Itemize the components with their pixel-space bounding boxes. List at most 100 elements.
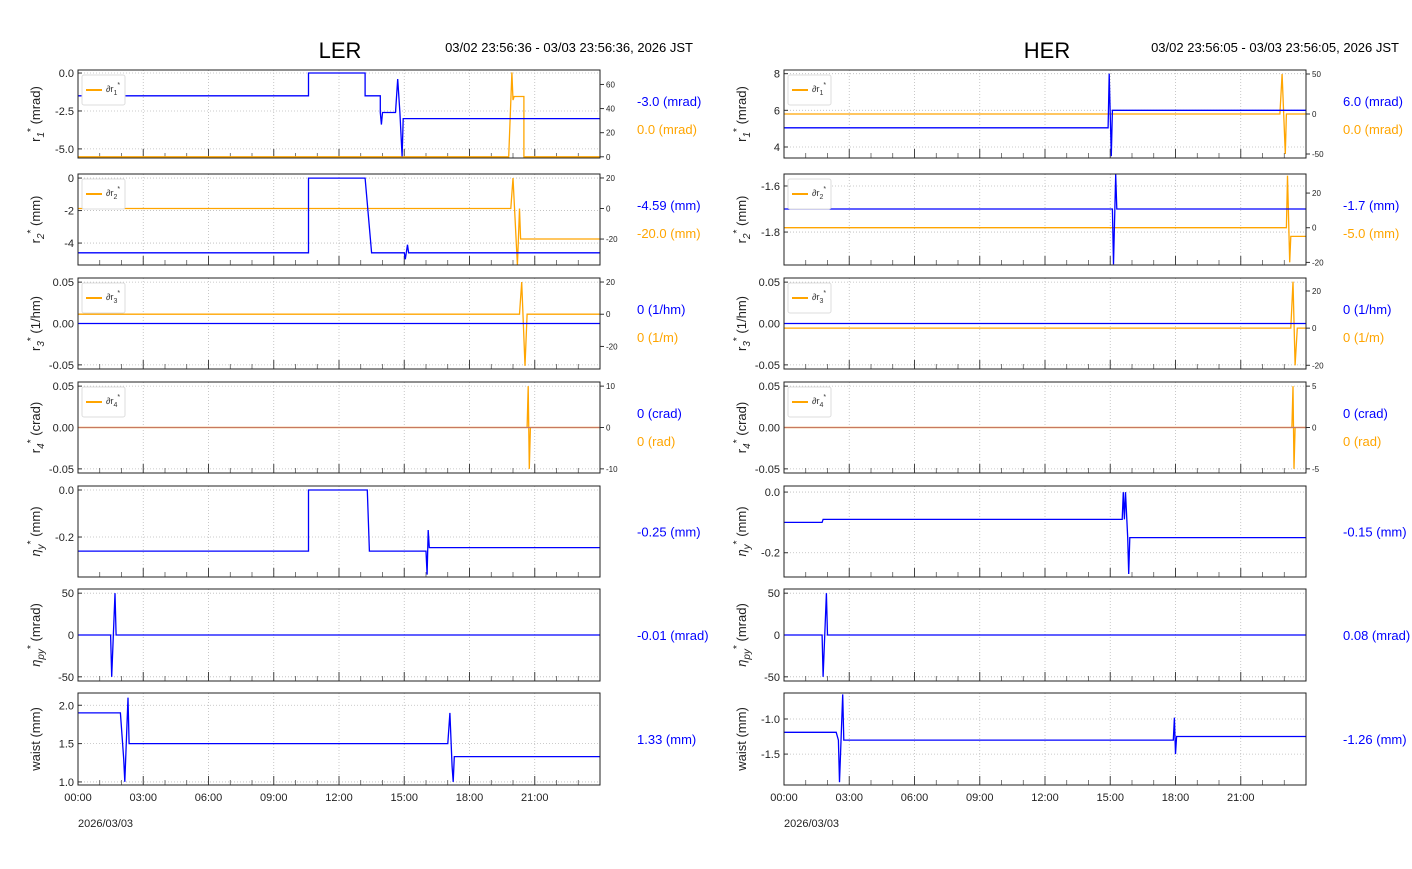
legend-star: * <box>117 394 120 401</box>
y-label-unit: (mrad) <box>28 603 43 645</box>
secondary-series-line <box>78 72 600 158</box>
y-tick-label: 0.05 <box>759 277 780 289</box>
y-label-star: * <box>26 645 37 649</box>
legend-symbol: ∂r <box>812 188 819 198</box>
y-label-unit: (mm) <box>734 506 749 540</box>
secondary-series-line <box>784 73 1306 155</box>
x-tick-label: 03:00 <box>129 792 157 804</box>
plot-frame <box>783 588 1307 682</box>
y-label-subscript: 3 <box>742 341 753 347</box>
chart-title: HER <box>1024 38 1070 63</box>
y2-tick-label: 0 <box>606 153 611 162</box>
legend: ∂r4* <box>787 386 832 418</box>
y-tick-label: 0.00 <box>759 319 780 331</box>
y-label-star: * <box>26 540 37 544</box>
y-tick-label: 0.0 <box>59 485 74 497</box>
y-tick-label: -0.2 <box>761 548 780 560</box>
y2-tick-label: -5 <box>1312 465 1320 474</box>
legend-subscript: 3 <box>819 298 823 305</box>
y-label-star: * <box>26 337 37 341</box>
y-label-unit: (mm) <box>28 707 43 741</box>
y-tick-label: 0.00 <box>53 423 74 435</box>
current-value-primary: -0.25 (mm) <box>637 525 701 540</box>
plot-frame <box>783 173 1307 266</box>
y-label-star: * <box>732 540 743 544</box>
y-axis-label: r3* (1/hm) <box>26 296 47 351</box>
current-value-primary: -0.01 (mrad) <box>637 628 709 643</box>
y-label-subscript: 3 <box>36 341 47 347</box>
legend: ∂r4* <box>81 386 126 418</box>
legend-box <box>81 74 126 106</box>
y-label-unit: (mrad) <box>734 86 749 128</box>
legend: ∂r1* <box>81 74 126 106</box>
plot-frame <box>783 69 1307 159</box>
legend-label: ∂r3* <box>106 290 120 305</box>
ler-chart: LER 03/02 23:56:36 - 03/03 23:56:36, 2026… <box>26 38 709 830</box>
y-label-star: * <box>732 229 743 233</box>
legend-label: ∂r1* <box>106 82 120 97</box>
y2-tick-label: 0 <box>1312 224 1317 233</box>
y2-tick-label: -20 <box>1312 258 1324 267</box>
x-date-label: 2026/03/03 <box>784 818 839 830</box>
plot-frame <box>783 277 1307 370</box>
y-label-subscript: 1 <box>36 132 47 138</box>
legend-box <box>81 282 126 314</box>
y-tick-label: -4 <box>64 238 74 250</box>
primary-series-line <box>784 174 1306 265</box>
y-tick-label: -2.5 <box>55 106 74 118</box>
plot-frame <box>783 381 1307 474</box>
legend-star: * <box>823 394 826 401</box>
current-value-primary: 0 (1/hm) <box>1343 302 1391 317</box>
y-axis-label: ηy* (mm) <box>26 506 47 556</box>
y-tick-label: 1.5 <box>59 739 74 751</box>
y-axis-label: r3* (1/hm) <box>732 296 753 351</box>
y-label-symbol: r <box>28 346 43 351</box>
y-label-unit: (1/hm) <box>734 296 749 337</box>
primary-series-line <box>78 593 600 677</box>
her-chart: HER 03/02 23:56:05 - 03/03 23:56:05, 2026… <box>732 38 1410 830</box>
x-tick-label: 09:00 <box>966 792 994 804</box>
y-label-subscript: 4 <box>742 443 753 449</box>
legend-subscript: 2 <box>819 194 823 201</box>
y-tick-label: 2.0 <box>59 700 74 712</box>
legend-symbol: ∂r <box>106 396 113 406</box>
time-range-label: 03/02 23:56:36 - 03/03 23:56:36, 2026 JS… <box>445 40 693 55</box>
y2-tick-label: 20 <box>606 129 615 138</box>
legend-star: * <box>117 82 120 89</box>
legend-label: ∂r3* <box>812 290 826 305</box>
x-tick-label: 06:00 <box>901 792 929 804</box>
y-tick-label: 1.0 <box>59 777 74 789</box>
y-label-star: * <box>732 645 743 649</box>
y2-tick-label: 5 <box>1312 382 1317 391</box>
x-tick-label: 03:00 <box>835 792 863 804</box>
y-label-subscript: y <box>742 543 753 550</box>
legend-symbol: ∂r <box>812 292 819 302</box>
legend-star: * <box>823 82 826 89</box>
current-value-primary: -0.15 (mm) <box>1343 525 1407 540</box>
y-label-star: * <box>26 229 37 233</box>
y-label-symbol: r <box>734 238 749 243</box>
legend-symbol: ∂r <box>106 84 113 94</box>
y-tick-label: -5.0 <box>55 144 74 156</box>
y-label-subscript: 2 <box>742 233 753 240</box>
current-value-primary: 6.0 (mrad) <box>1343 94 1403 109</box>
plot-frame <box>77 692 601 786</box>
legend-subscript: 2 <box>113 194 117 201</box>
legend-subscript: 4 <box>819 402 823 409</box>
x-tick-label: 21:00 <box>1227 792 1255 804</box>
y-tick-label: -0.2 <box>55 532 74 544</box>
x-tick-label: 06:00 <box>195 792 223 804</box>
y-axis-label: ηpy* (mrad) <box>732 603 753 667</box>
current-value-secondary: 0 (rad) <box>1343 434 1381 449</box>
legend: ∂r2* <box>787 178 832 210</box>
y-label-symbol: r <box>734 137 749 142</box>
y-label-symbol: η <box>734 660 749 667</box>
x-tick-label: 12:00 <box>325 792 353 804</box>
current-value-primary: -1.26 (mm) <box>1343 732 1407 747</box>
